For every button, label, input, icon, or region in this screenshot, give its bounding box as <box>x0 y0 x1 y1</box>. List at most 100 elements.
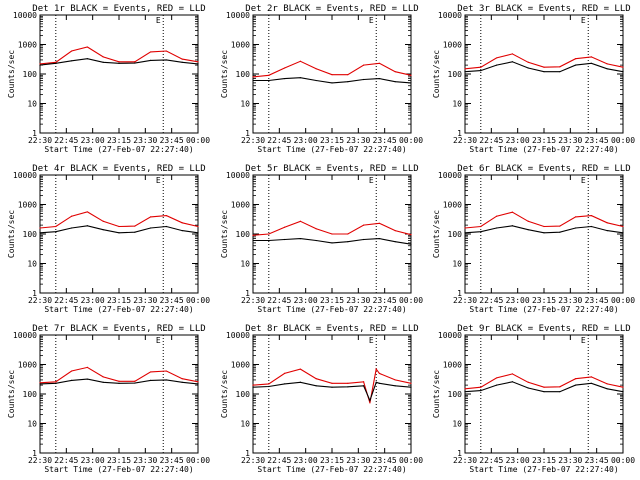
data-point-black <box>102 381 104 383</box>
data-point-black <box>464 391 466 393</box>
data-point-black <box>590 225 593 228</box>
data-point-black <box>363 78 365 81</box>
x-tick-label: 23:00 <box>81 296 105 305</box>
data-point-black <box>527 229 529 231</box>
data-point-black <box>118 232 120 234</box>
x-tick-label: 22:45 <box>479 136 503 145</box>
y-tick-label: 10 <box>27 100 37 109</box>
data-point-red <box>118 225 120 228</box>
x-tick-label: 22:30 <box>28 136 52 145</box>
data-point-red <box>55 61 57 63</box>
data-point-black <box>394 81 396 83</box>
data-point-red <box>268 383 270 385</box>
series-line-black <box>253 77 412 84</box>
event-marker-label: E <box>156 16 161 25</box>
data-point-red <box>55 225 57 228</box>
y-tick-label: 100 <box>23 230 38 239</box>
data-point-black <box>71 379 73 381</box>
data-point-red <box>268 233 270 235</box>
y-tick-label: 10 <box>452 260 462 269</box>
data-point-red <box>165 370 167 372</box>
panel-title: Det 8r BLACK = Events, RED = LLD <box>245 324 418 334</box>
x-axis-label: Start Time (27-Feb-07 22:27:40) <box>257 465 406 474</box>
y-tick-label: 100 <box>236 230 251 239</box>
x-tick-label: 23:45 <box>373 136 397 145</box>
data-point-red <box>527 381 529 383</box>
data-point-black <box>543 232 545 234</box>
data-point-black <box>197 232 199 234</box>
y-axis-label: Counts/sec <box>432 50 441 98</box>
data-point-black <box>268 385 270 388</box>
data-point-red <box>134 380 136 382</box>
data-point-red <box>363 381 365 383</box>
x-axis-label: Start Time (27-Feb-07 22:27:40) <box>44 305 193 314</box>
data-point-black <box>284 383 286 385</box>
y-tick-label: 1 <box>245 449 250 458</box>
data-point-black <box>315 239 317 242</box>
data-point-black <box>118 62 120 64</box>
data-point-red <box>511 373 513 375</box>
x-tick-label: 22:45 <box>479 296 503 305</box>
event-marker-label: E <box>156 336 161 345</box>
x-tick-label: 23:15 <box>532 296 556 305</box>
data-point-black <box>363 238 365 241</box>
y-tick-label: 1000 <box>18 41 37 50</box>
panel-5: Det 5r BLACK = Events, RED = LLD E 1 10 100 1… <box>220 164 423 314</box>
data-point-red <box>197 225 199 228</box>
data-point-red <box>590 215 593 217</box>
data-point-black <box>480 231 482 233</box>
x-tick-label: 23:30 <box>133 136 157 145</box>
data-point-black <box>511 225 513 227</box>
data-point-black <box>331 386 333 388</box>
x-tick-label: 22:45 <box>479 456 503 465</box>
x-tick-label: 23:00 <box>506 456 530 465</box>
y-axis-label: Counts/sec <box>220 370 229 418</box>
data-point-black <box>363 385 365 387</box>
x-tick-label: 22:30 <box>453 456 477 465</box>
data-point-red <box>378 222 380 224</box>
x-tick-label: 00:00 <box>611 136 635 145</box>
data-point-black <box>369 399 371 402</box>
data-point-black <box>622 391 624 393</box>
y-tick-label: 10000 <box>226 331 250 340</box>
data-point-red <box>299 368 301 370</box>
data-point-black <box>86 58 88 60</box>
x-tick-label: 22:45 <box>267 136 291 145</box>
y-tick-label: 10000 <box>13 11 37 20</box>
data-point-black <box>559 231 561 233</box>
data-point-black <box>39 232 41 234</box>
event-marker-label: E <box>581 176 586 185</box>
data-point-black <box>496 384 498 386</box>
data-point-black <box>252 386 254 388</box>
x-tick-label: 23:15 <box>107 456 131 465</box>
data-point-black <box>575 227 577 229</box>
data-point-red <box>284 372 286 374</box>
data-point-red <box>527 61 529 63</box>
plot-frame <box>252 334 412 454</box>
panel-8: Det 8r BLACK = Events, RED = LLD E 1 10 100 1… <box>220 324 423 474</box>
data-point-red <box>543 225 545 228</box>
x-tick-label: 23:00 <box>294 296 318 305</box>
y-axis-label: Counts/sec <box>432 370 441 418</box>
data-point-red <box>496 215 498 217</box>
data-point-red <box>511 211 513 213</box>
data-point-red <box>590 56 593 58</box>
x-tick-label: 22:30 <box>453 136 477 145</box>
data-point-black <box>165 59 167 61</box>
x-tick-label: 23:45 <box>160 136 184 145</box>
data-point-black <box>299 381 301 383</box>
data-point-black <box>410 243 412 245</box>
data-point-black <box>480 70 482 72</box>
data-point-black <box>347 386 349 388</box>
y-tick-label: 1 <box>457 449 462 458</box>
data-point-red <box>606 63 608 65</box>
data-point-red <box>150 371 152 373</box>
data-point-red <box>39 382 41 384</box>
panel-6: Det 6r BLACK = Events, RED = LLD E 1 10 100 1… <box>432 164 635 314</box>
data-point-red <box>575 216 577 218</box>
data-point-red <box>363 64 365 66</box>
data-point-red <box>315 228 317 230</box>
data-point-black <box>527 387 529 389</box>
data-point-black <box>606 68 608 70</box>
data-point-red <box>39 63 41 65</box>
